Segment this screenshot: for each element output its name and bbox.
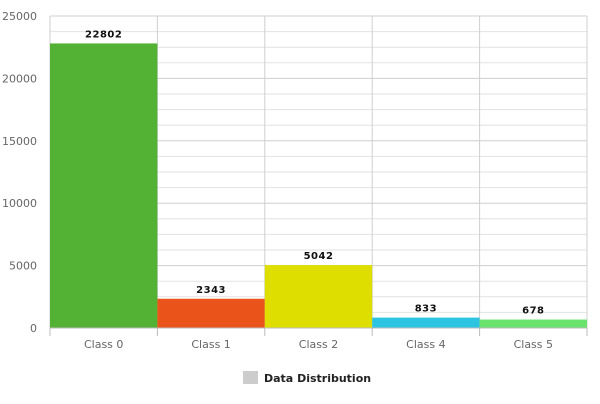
data-label: 2343	[196, 285, 226, 296]
x-tick-label: Class 4	[406, 338, 445, 351]
bar-class-0[interactable]	[50, 43, 158, 329]
y-tick-label: 20000	[2, 72, 37, 85]
bar-class-4[interactable]	[372, 317, 480, 328]
y-tick-label: 25000	[2, 10, 37, 23]
bar-class-5[interactable]	[479, 319, 587, 328]
bar-class-1[interactable]	[157, 298, 265, 328]
x-tick-label: Class 5	[514, 338, 553, 351]
x-tick-label: Class 0	[84, 338, 123, 351]
data-label: 833	[415, 304, 437, 315]
y-tick-label: 15000	[2, 135, 37, 148]
legend-swatch[interactable]	[243, 371, 258, 384]
y-tick-label: 10000	[2, 197, 37, 210]
legend-label[interactable]: Data Distribution	[264, 372, 371, 385]
data-label: 5042	[304, 251, 334, 262]
data-label: 678	[522, 306, 544, 317]
axes: Class 0 Class 1 Class 2 Class 4 Class 5 0 5000…	[2, 10, 588, 351]
y-tick-label: 0	[30, 322, 37, 335]
data-label: 22802	[85, 29, 122, 40]
bar-class-2[interactable]	[264, 265, 373, 328]
x-tick-label: Class 2	[299, 338, 338, 351]
x-tick-label: Class 1	[191, 338, 230, 351]
data-labels: 22802 2343 5042 833 678	[85, 29, 544, 316]
bars	[50, 43, 587, 329]
y-tick-label: 5000	[9, 260, 37, 273]
legend[interactable]: Data Distribution	[243, 371, 371, 385]
